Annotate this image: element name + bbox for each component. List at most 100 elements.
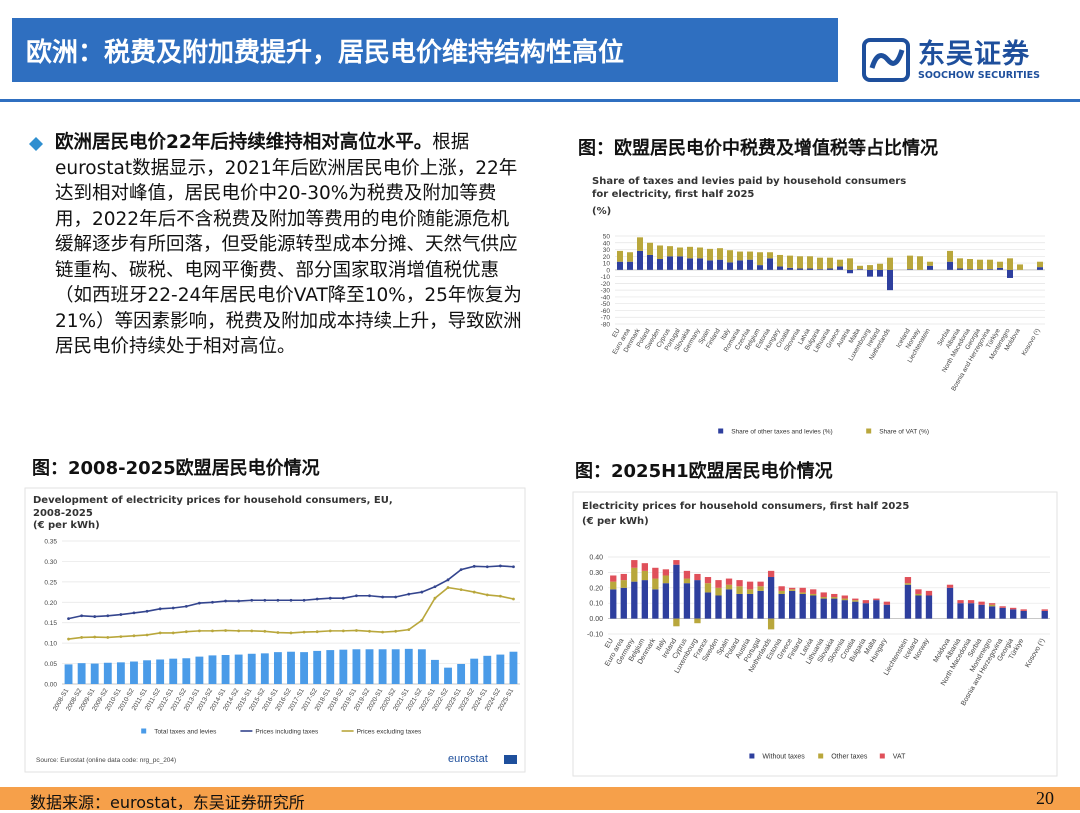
bar [757, 590, 764, 619]
bar [617, 261, 623, 270]
bar [715, 595, 722, 619]
line-point [289, 598, 293, 602]
bar [852, 598, 859, 601]
y-tick-label: -0.10 [587, 632, 603, 639]
line-point [106, 614, 110, 618]
bar [767, 252, 773, 259]
line-point [211, 629, 214, 633]
bar [631, 581, 638, 619]
bar [887, 257, 893, 270]
bar [925, 595, 933, 619]
line-point [80, 614, 84, 618]
y-tick-label: 0.10 [44, 641, 57, 648]
bar [677, 247, 683, 257]
bar [627, 252, 633, 262]
bar [1020, 610, 1027, 619]
bar [687, 246, 693, 259]
bar [757, 581, 764, 587]
bar [997, 261, 1003, 268]
bar [1037, 267, 1043, 270]
line-point [250, 629, 254, 633]
bar [300, 652, 309, 684]
line-point [315, 630, 319, 634]
bar [1010, 607, 1017, 610]
bar [657, 259, 663, 270]
footer-source: 数据来源：eurostat，东吴证券研究所 [30, 793, 305, 812]
bar [847, 258, 853, 270]
y-tick-label: -20 [601, 281, 611, 288]
bar [273, 652, 282, 684]
line-point [263, 629, 267, 633]
bar [715, 580, 722, 588]
line-point [158, 631, 162, 635]
chart-logo: eurostat [448, 753, 488, 765]
bar [637, 250, 643, 270]
line-point [198, 629, 201, 633]
line-point [302, 630, 306, 634]
y-tick-label: 10 [603, 261, 611, 268]
line-point [171, 631, 175, 635]
y-tick-label: 30 [603, 247, 611, 254]
bar [652, 567, 659, 579]
x-tick-label: EU [604, 638, 615, 650]
body-paragraph: 欧洲居民电价22年后持续维持相对高位水平。根据eurostat数据显示，2021… [55, 130, 527, 360]
y-tick-label: 50 [603, 234, 611, 241]
chart-frame [572, 491, 1058, 777]
charts: Source: Eurostat (online data code: nrg_… [24, 234, 1058, 777]
bar [673, 560, 680, 565]
bar [997, 267, 1003, 270]
bar [704, 577, 712, 584]
bar [927, 265, 933, 270]
chart-source: Source: Eurostat (online data code: nrg_… [36, 757, 176, 764]
bar [339, 649, 348, 684]
bar [841, 598, 848, 601]
bar [234, 654, 243, 684]
line-point [394, 595, 398, 599]
slide-title: 欧洲：税费及附加费提升，居民电价维持结构性高位 [26, 38, 625, 68]
bar [652, 589, 659, 619]
bar [641, 563, 648, 571]
chart-caption: 图：2008-2025欧盟居民电价情况 [32, 458, 320, 479]
line-point [459, 588, 463, 592]
line-point [368, 594, 371, 598]
bar [64, 664, 73, 684]
bar [883, 601, 891, 605]
legend-label: Prices excluding taxes [357, 728, 422, 735]
bar [1007, 258, 1013, 270]
bar [247, 653, 256, 684]
line-point [171, 606, 175, 610]
bar [130, 661, 138, 684]
bar [787, 267, 793, 270]
chart-title: Share of taxes and levies paid by househ… [592, 176, 907, 200]
bar [957, 600, 964, 604]
line-point [184, 630, 188, 634]
bar [778, 593, 785, 619]
bar [978, 601, 985, 605]
bar [977, 269, 983, 270]
line-point [472, 564, 476, 568]
bar [641, 580, 648, 619]
legend-label: Other taxes [831, 753, 868, 760]
bar [767, 570, 775, 578]
bar [313, 650, 322, 684]
bar [847, 269, 853, 274]
bar [810, 589, 817, 594]
bar [862, 603, 869, 619]
bar [867, 269, 873, 277]
bar [999, 607, 1006, 619]
bar [978, 604, 985, 619]
bar [365, 649, 374, 684]
bar [637, 237, 643, 251]
line-point [224, 629, 227, 632]
bar [657, 245, 663, 260]
bar [667, 246, 673, 257]
legend-label: Without taxes [762, 753, 805, 760]
bar [777, 266, 783, 270]
bar [789, 590, 796, 619]
bar [767, 577, 775, 619]
bar [852, 600, 859, 602]
bar [857, 269, 863, 270]
bar [778, 590, 785, 594]
bar [957, 258, 963, 269]
